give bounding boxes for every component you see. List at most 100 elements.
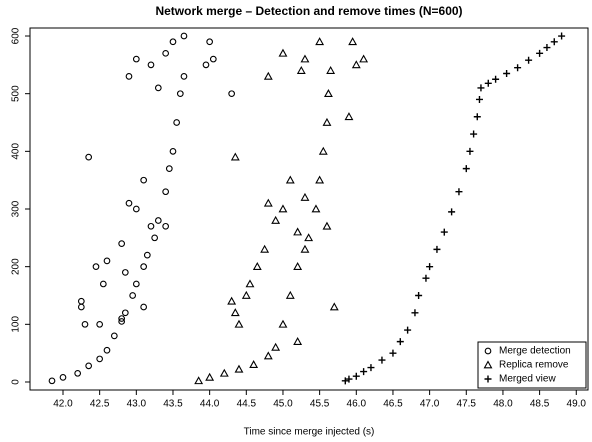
point <box>118 315 126 322</box>
point <box>234 319 244 328</box>
point <box>92 263 100 271</box>
x-tick-label: 45.0 <box>273 399 293 410</box>
point <box>230 152 240 161</box>
point <box>110 332 118 340</box>
point <box>96 355 104 363</box>
point <box>477 84 485 92</box>
point <box>147 222 155 230</box>
point <box>74 369 82 377</box>
point <box>285 290 295 299</box>
point <box>143 251 151 259</box>
point <box>132 205 140 213</box>
y-tick-label: 400 <box>11 143 22 160</box>
point <box>245 279 255 288</box>
chart-title: Network merge – Detection and remove tim… <box>155 4 462 18</box>
point <box>415 291 423 299</box>
point <box>293 262 303 271</box>
point <box>151 234 159 242</box>
point <box>285 175 295 184</box>
point <box>367 364 375 372</box>
point <box>525 56 533 64</box>
point <box>326 65 336 74</box>
point <box>473 113 481 121</box>
point <box>341 377 349 385</box>
point <box>278 204 288 213</box>
point <box>227 296 237 305</box>
point <box>228 90 235 98</box>
point <box>311 204 321 213</box>
point <box>263 198 273 207</box>
point <box>322 117 332 126</box>
point <box>140 263 148 271</box>
point <box>455 188 463 196</box>
point <box>132 55 140 63</box>
point <box>558 32 566 40</box>
point <box>411 309 419 317</box>
point <box>293 227 303 236</box>
point <box>169 38 177 46</box>
point <box>77 303 85 311</box>
y-tick-label: 500 <box>11 85 22 102</box>
point <box>219 368 229 377</box>
x-tick-label: 44.5 <box>237 399 257 410</box>
legend-marker <box>483 360 493 369</box>
y-tick-label: 300 <box>11 200 22 217</box>
point <box>389 349 397 357</box>
point <box>278 48 288 57</box>
x-tick-label: 45.5 <box>310 399 330 410</box>
point <box>173 119 180 126</box>
point <box>378 356 386 364</box>
point <box>132 280 140 288</box>
point <box>129 292 137 299</box>
point <box>360 368 368 376</box>
point <box>249 360 259 369</box>
point <box>209 55 217 63</box>
x-tick-label: 46.5 <box>383 399 403 410</box>
point <box>48 377 56 385</box>
point <box>140 303 148 311</box>
point <box>125 73 133 80</box>
point <box>470 130 478 138</box>
point <box>278 319 288 328</box>
point <box>140 176 148 184</box>
point <box>85 362 93 370</box>
point <box>263 351 273 360</box>
point <box>125 199 133 207</box>
point <box>59 374 67 381</box>
point <box>296 65 306 74</box>
point <box>252 262 262 271</box>
point <box>194 376 204 385</box>
point <box>536 49 544 57</box>
point <box>359 54 369 63</box>
point <box>81 320 89 328</box>
point <box>514 64 522 72</box>
point <box>352 372 360 380</box>
x-tick-label: 48.0 <box>493 399 513 410</box>
point <box>543 44 551 52</box>
point <box>315 37 325 46</box>
y-tick-label: 600 <box>11 27 22 44</box>
point <box>293 336 303 345</box>
point <box>396 338 404 346</box>
point <box>154 217 162 224</box>
legend-marker <box>484 375 492 383</box>
point <box>147 61 155 69</box>
point <box>234 364 244 373</box>
x-tick-label: 42.0 <box>53 399 73 410</box>
x-tick-label: 44.0 <box>200 399 220 410</box>
point <box>96 320 104 328</box>
y-tick-label: 200 <box>11 258 22 275</box>
point <box>323 89 333 98</box>
point <box>176 90 184 98</box>
point <box>271 215 281 224</box>
point <box>165 165 173 172</box>
point <box>271 342 281 351</box>
point <box>426 263 434 271</box>
point <box>475 95 483 103</box>
point <box>466 147 474 155</box>
x-tick-label: 47.5 <box>457 399 477 410</box>
point <box>550 38 558 46</box>
point <box>121 309 129 317</box>
legend-box <box>477 341 587 389</box>
legend-marker <box>484 347 492 355</box>
